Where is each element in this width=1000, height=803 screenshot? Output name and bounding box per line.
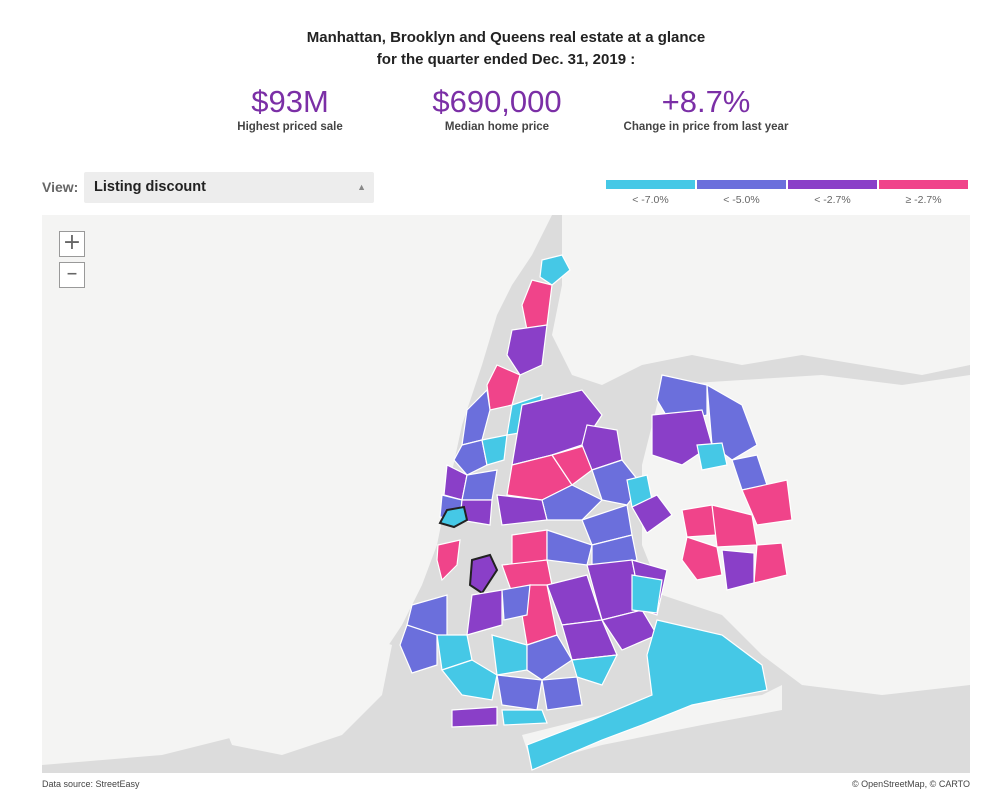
legend-item: < -7.0% xyxy=(606,180,695,206)
data-source: Data source: StreetEasy xyxy=(42,779,140,789)
neighborhood[interactable] xyxy=(496,674,543,711)
view-label: View: xyxy=(42,179,79,195)
neighborhood[interactable] xyxy=(526,619,768,771)
legend-swatch xyxy=(697,180,786,189)
neighborhood[interactable] xyxy=(631,574,663,614)
legend-label: ≥ -2.7% xyxy=(905,194,942,206)
stat-value: $93M xyxy=(251,84,329,119)
map[interactable]: + – xyxy=(42,215,970,773)
legend-swatch xyxy=(788,180,877,189)
view-select[interactable]: Listing discount ▲ xyxy=(84,172,374,203)
neighborhood[interactable] xyxy=(539,254,571,286)
neighborhood[interactable] xyxy=(681,504,718,538)
neighborhood[interactable] xyxy=(571,654,619,686)
land-nj xyxy=(42,215,552,765)
land-staten-island xyxy=(212,625,392,755)
neighborhood[interactable] xyxy=(506,324,548,376)
neighborhood[interactable] xyxy=(496,494,548,526)
neighborhood[interactable] xyxy=(631,494,673,534)
neighborhood-selected[interactable] xyxy=(438,505,469,529)
map-svg[interactable] xyxy=(42,215,970,773)
neighborhood[interactable] xyxy=(436,539,461,582)
stat-value: +8.7% xyxy=(661,84,751,119)
legend-label: < -7.0% xyxy=(632,194,669,206)
legend-item: < -2.7% xyxy=(788,180,877,206)
neighborhood[interactable] xyxy=(651,409,713,466)
stat-label: Change in price from last year xyxy=(623,121,789,133)
stat-price-change: +8.7% Change in price from last year xyxy=(606,84,806,133)
zoom-in-button[interactable]: + xyxy=(59,231,85,257)
map-attribution[interactable]: © OpenStreetMap, © CARTO xyxy=(852,779,970,789)
neighborhood[interactable] xyxy=(541,676,583,711)
neighborhood[interactable] xyxy=(753,542,788,584)
legend-swatch xyxy=(606,180,695,189)
neighborhood[interactable] xyxy=(526,634,573,681)
neighborhood[interactable] xyxy=(741,479,793,526)
legend-item: ≥ -2.7% xyxy=(879,180,968,206)
legend-label: < -2.7% xyxy=(814,194,851,206)
neighborhood[interactable] xyxy=(696,442,728,471)
neighborhood[interactable] xyxy=(501,584,531,621)
neighborhood[interactable] xyxy=(681,536,723,581)
stat-label: Highest priced sale xyxy=(237,121,343,133)
select-arrows-icon: ▲ xyxy=(357,182,366,192)
legend-swatch xyxy=(879,180,968,189)
neighborhood[interactable] xyxy=(501,709,548,726)
neighborhood[interactable] xyxy=(486,364,521,411)
legend: < -7.0% < -5.0% < -2.7% ≥ -2.7% xyxy=(606,180,970,210)
legend-label: < -5.0% xyxy=(723,194,760,206)
neighborhood-selected[interactable] xyxy=(468,553,499,595)
neighborhood[interactable] xyxy=(440,659,498,701)
view-select-value: Listing discount xyxy=(94,179,206,195)
zoom-out-button[interactable]: – xyxy=(59,262,85,288)
neighborhood[interactable] xyxy=(706,383,758,461)
neighborhood[interactable] xyxy=(481,434,508,466)
neighborhood[interactable] xyxy=(399,624,438,674)
neighborhood[interactable] xyxy=(453,439,488,476)
legend-item: < -5.0% xyxy=(697,180,786,206)
land-bronx xyxy=(552,215,970,385)
stat-value: $690,000 xyxy=(432,84,562,119)
stat-label: Median home price xyxy=(444,121,550,133)
neighborhood[interactable] xyxy=(511,529,548,566)
neighborhood[interactable] xyxy=(466,589,503,636)
stat-median-price: $690,000 Median home price xyxy=(397,84,597,133)
headline: Manhattan, Brooklyn and Queens real esta… xyxy=(0,27,1000,71)
neighborhood[interactable] xyxy=(721,549,755,591)
headline-line-2: for the quarter ended Dec. 31, 2019 : xyxy=(376,51,636,68)
neighborhood[interactable] xyxy=(461,469,498,501)
stat-highest-sale: $93M Highest priced sale xyxy=(190,84,390,133)
neighborhood[interactable] xyxy=(451,706,498,728)
headline-line-1: Manhattan, Brooklyn and Queens real esta… xyxy=(306,29,706,46)
